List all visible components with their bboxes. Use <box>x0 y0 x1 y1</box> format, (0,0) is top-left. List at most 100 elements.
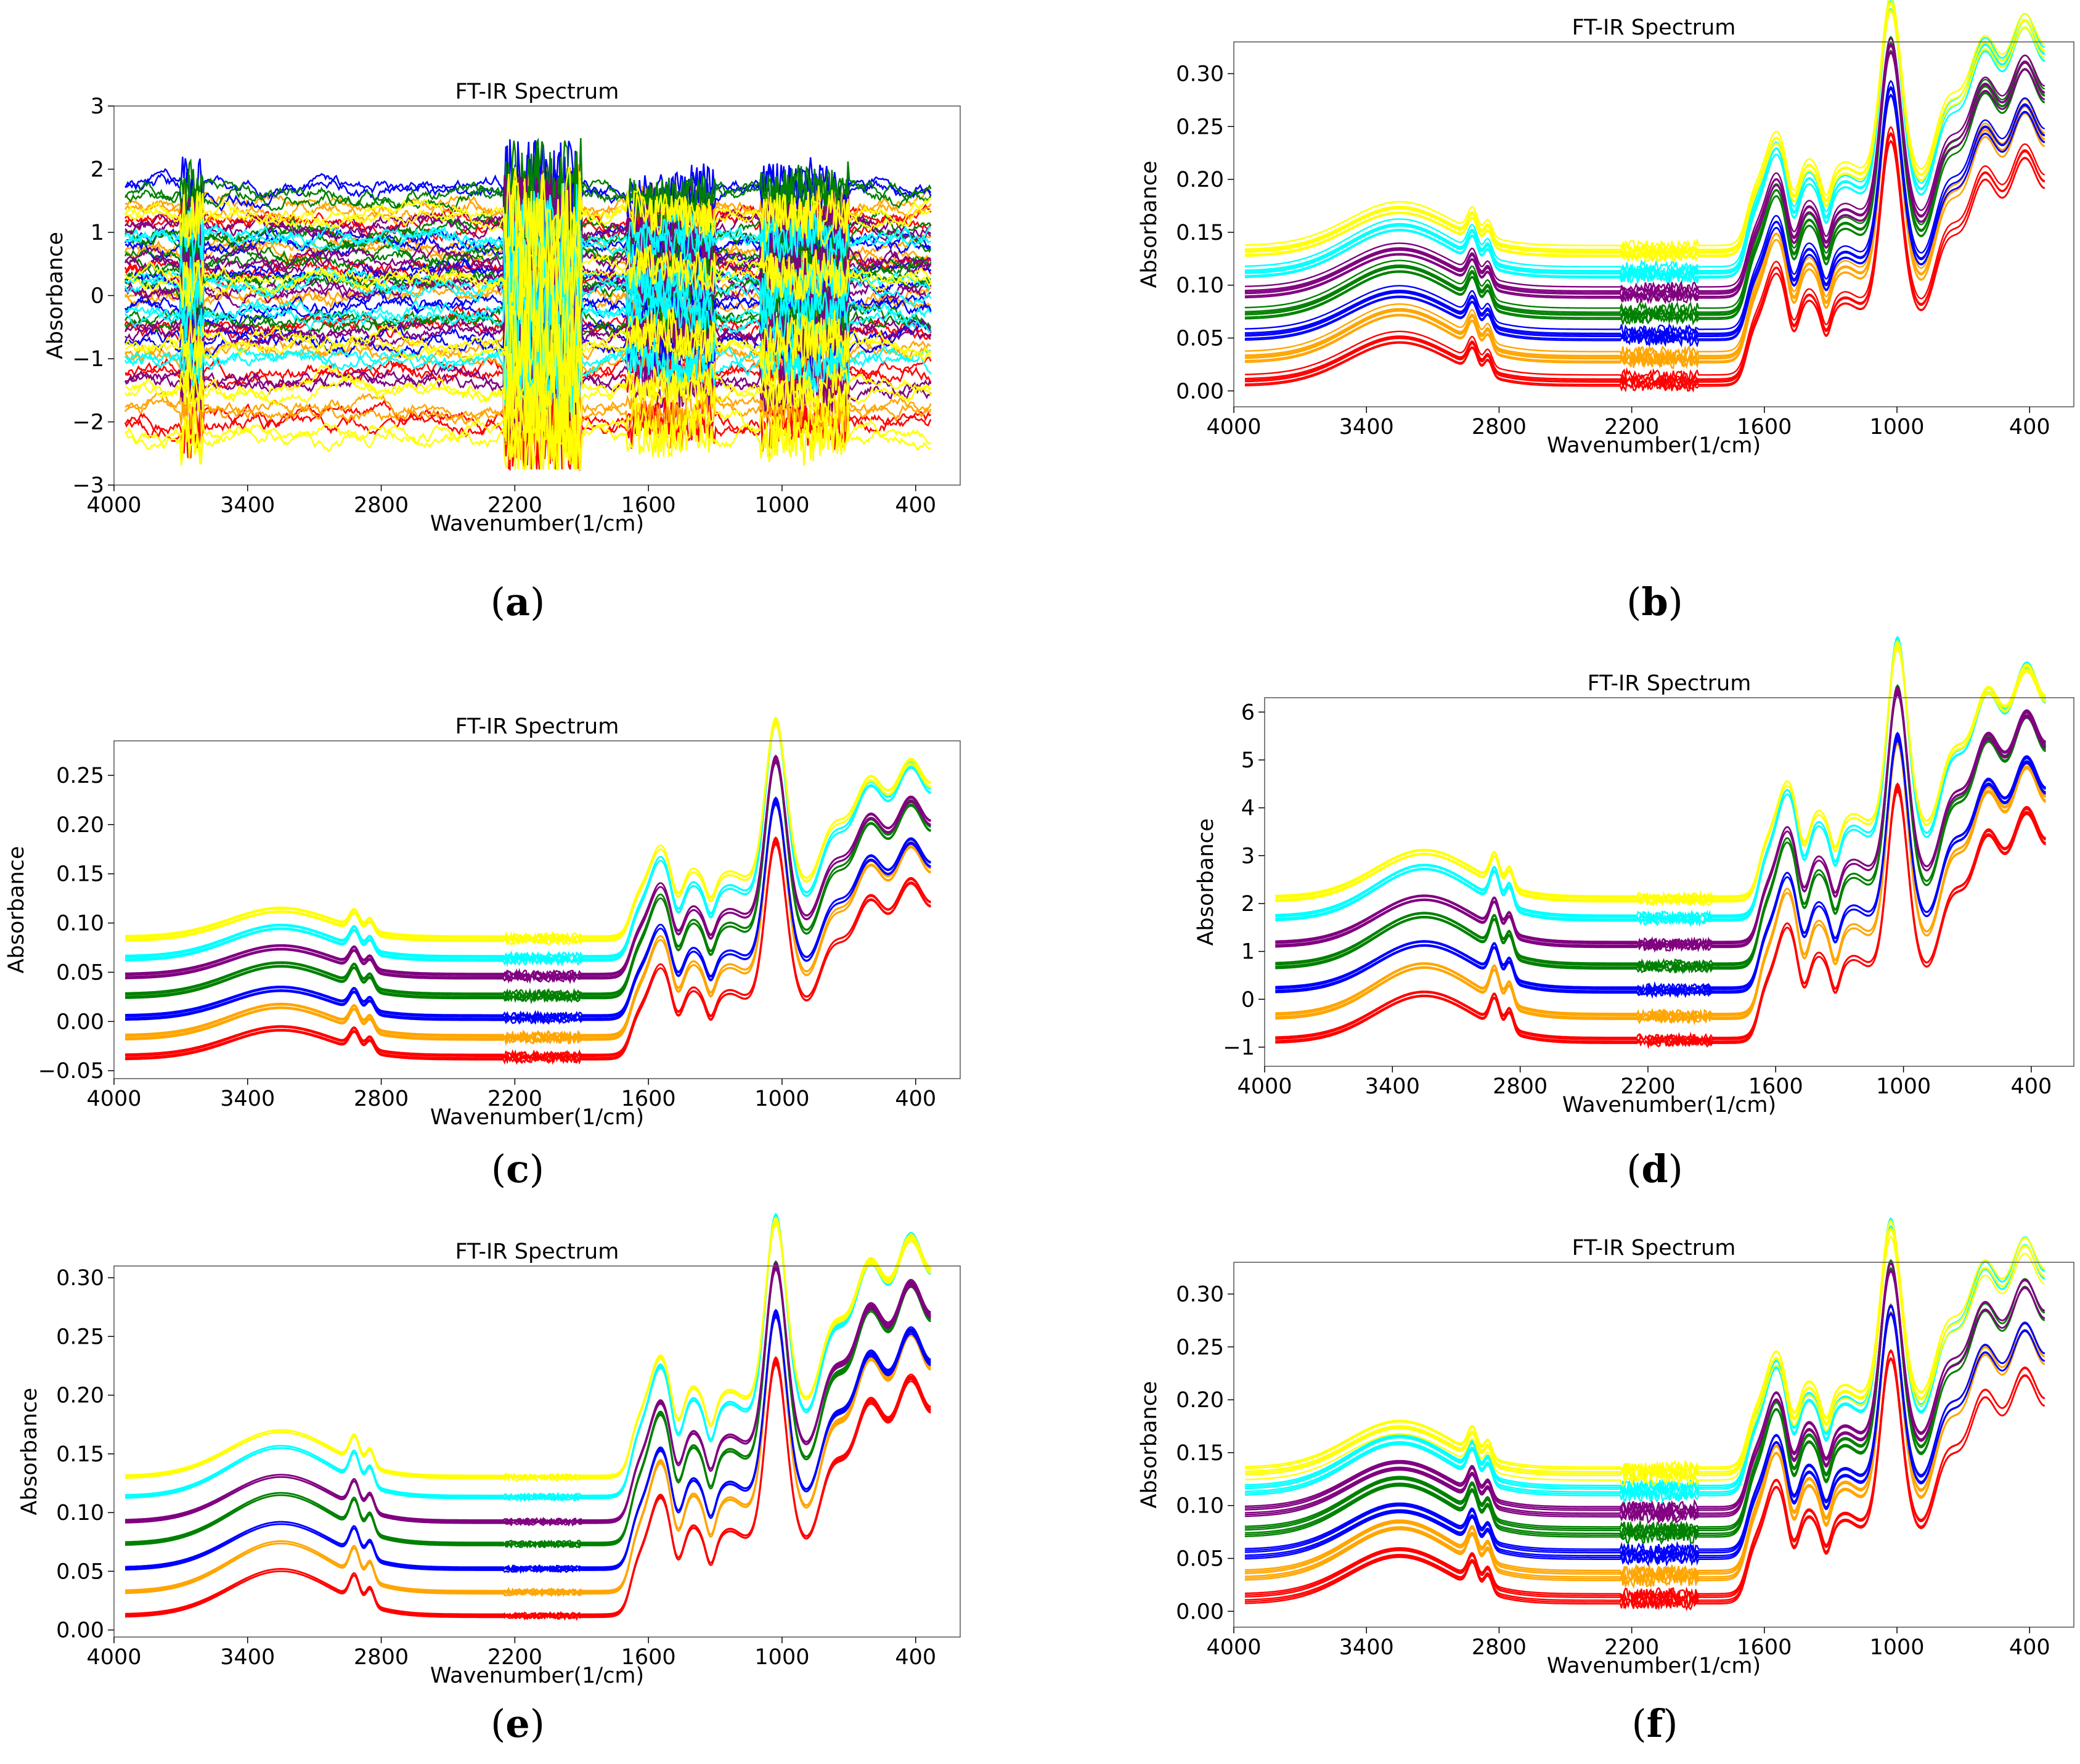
chart-f: FT-IR Spectrum 4000 3400 2800 2200 1600 1000 40… <box>1137 1217 2074 1678</box>
series-line-orange <box>125 802 931 1045</box>
y-tick-label: 0.15 <box>1176 221 1224 245</box>
series-line-orange <box>1244 85 2045 366</box>
x-tick-label: 3400 <box>1365 1074 1420 1099</box>
y-axis-label: Absorbance <box>1194 819 1218 946</box>
series-line-yellow <box>125 724 931 945</box>
y-axis-label: Absorbance <box>17 1388 42 1516</box>
x-tick-label: 4000 <box>86 1645 141 1670</box>
chart-title: FT-IR Spectrum <box>1572 1236 1736 1260</box>
series-line-green <box>1275 689 2046 975</box>
series-line-orange <box>1244 1302 2045 1583</box>
chart-b: FT-IR Spectrum 4000 3400 2800 2200 1600 1000 40… <box>1137 0 2074 458</box>
series-line-yellow <box>124 296 932 400</box>
x-tick-label: 2800 <box>1493 1074 1548 1099</box>
series-line-yellow <box>1275 639 2046 904</box>
x-tick-label: 4000 <box>1206 415 1261 439</box>
series-line-purple <box>1275 685 2046 949</box>
y-tick-label: 0.30 <box>56 1266 104 1291</box>
series-line-red <box>125 1356 931 1619</box>
series-line-red <box>1244 1357 2045 1612</box>
series-line-blue <box>1244 86 2045 345</box>
x-tick-label: 1600 <box>1737 415 1792 439</box>
y-tick-label: 1 <box>1241 940 1255 965</box>
series-line-orange <box>1275 740 2046 1026</box>
series-line-purple <box>1244 1261 2045 1517</box>
series-line-green <box>1244 41 2045 324</box>
caption-a: (a) <box>490 579 545 624</box>
x-tick-label: 2200 <box>487 493 542 518</box>
y-tick-label: 0.30 <box>1176 1282 1224 1307</box>
x-tick-label: 1000 <box>1876 1074 1931 1099</box>
y-tick-label: 2 <box>91 158 104 182</box>
y-tick-label: 0.00 <box>1176 379 1224 404</box>
series-line-cyan <box>125 719 931 962</box>
y-tick-label: 3 <box>1241 844 1255 868</box>
x-tick-label: 2200 <box>487 1087 542 1111</box>
series-group <box>1275 635 2046 1050</box>
series-line-red <box>1275 782 2046 1045</box>
series-line-yellow <box>1275 645 2046 908</box>
series-line-cyan <box>1244 0 2045 275</box>
x-tick-label: 3400 <box>1339 1635 1394 1660</box>
series-line-green <box>125 1260 931 1547</box>
y-tick-label: 0.25 <box>1176 1335 1224 1360</box>
y-axis-label: Absorbance <box>1137 1381 1162 1509</box>
series-line-purple <box>125 754 931 982</box>
y-tick-label: 0.10 <box>56 912 104 936</box>
y-tick-label: 0 <box>1241 987 1255 1012</box>
plot-frame <box>1233 41 2074 407</box>
series-line-red <box>1244 139 2045 393</box>
caption-d: (d) <box>1626 1146 1683 1191</box>
series-line-purple <box>1275 690 2046 953</box>
panel-c: FT-IR Spectrum 4000 3400 2800 2200 1600 1000 40… <box>0 659 1042 1214</box>
series-line-blue <box>1275 737 2046 999</box>
series-line-green <box>1275 685 2046 970</box>
y-tick-label: 0.00 <box>56 1619 104 1643</box>
x-axis-label: Wavenumber(1/cm) <box>1562 1093 1776 1117</box>
plot-frame <box>1233 1262 2074 1628</box>
y-tick-label: 0.20 <box>56 1384 104 1408</box>
series-line-yellow <box>125 1216 931 1480</box>
series-line-green <box>125 754 931 1000</box>
x-tick-label: 3400 <box>220 493 275 518</box>
series-group <box>125 716 931 1065</box>
y-tick-label: 4 <box>1241 796 1255 821</box>
y-tick-label: 3 <box>91 94 104 119</box>
y-axis-label: Absorbance <box>1137 161 1162 288</box>
series-line-blue <box>125 801 931 1025</box>
series-line-yellow <box>124 221 932 323</box>
series-line-yellow <box>124 335 932 444</box>
y-tick-label: 0.10 <box>1176 274 1224 298</box>
series-line-yellow <box>125 718 931 942</box>
y-tick-label: 0.05 <box>56 960 104 985</box>
series-line-orange <box>1275 735 2046 1022</box>
y-tick-label: 0.25 <box>56 764 104 788</box>
y-axis-label: Absorbance <box>43 232 68 359</box>
caption-b: (b) <box>1626 579 1683 624</box>
series-line-yellow <box>125 719 931 942</box>
y-axis-label: Absorbance <box>4 846 29 974</box>
series-line-yellow <box>124 385 931 472</box>
x-axis-label: Wavenumber(1/cm) <box>1547 433 1761 458</box>
caption-f: (f) <box>1631 1701 1678 1746</box>
series-line-blue <box>125 1309 931 1572</box>
series-line-red <box>125 836 931 1062</box>
y-tick-label: 0.00 <box>56 1010 104 1034</box>
y-tick-label: 0.25 <box>1176 115 1224 139</box>
series-line-cyan <box>1275 640 2046 928</box>
x-tick-label: 1000 <box>754 1087 809 1111</box>
series-line-yellow <box>1244 1235 2045 1487</box>
series-line-blue <box>125 796 931 1023</box>
chart-e: FT-IR Spectrum 4000 3400 2800 2200 1600 1000 40… <box>17 1212 961 1688</box>
series-line-cyan <box>1244 0 2045 282</box>
plot-frame <box>1264 697 2074 1067</box>
x-tick-label: 2800 <box>1472 1635 1527 1660</box>
x-tick-label: 1000 <box>1870 415 1925 439</box>
series-group <box>1244 1217 2045 1612</box>
series-line-blue <box>125 798 931 1021</box>
series-line-yellow <box>1244 1227 2045 1482</box>
chart-title: FT-IR Spectrum <box>455 714 619 739</box>
series-line-purple <box>125 761 931 983</box>
x-tick-label: 1000 <box>754 493 809 518</box>
series-line-cyan <box>1244 1225 2045 1505</box>
